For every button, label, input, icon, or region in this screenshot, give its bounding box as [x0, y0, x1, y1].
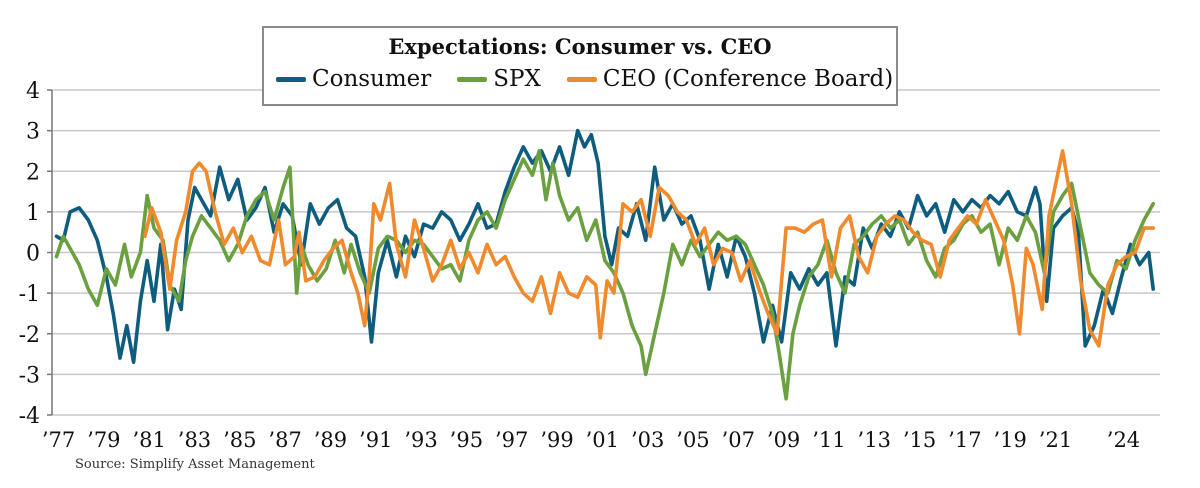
x-tick-label-12: ’01: [586, 428, 619, 452]
legend-label-consumer: Consumer: [312, 66, 432, 92]
x-tick-label-0: ’77: [42, 428, 75, 452]
x-tick-label-19: ’15: [903, 428, 936, 452]
y-tick-label-8: -4: [19, 404, 40, 429]
x-tick-label-22: ’21: [1039, 428, 1072, 452]
x-tick-label-3: ’83: [178, 428, 211, 452]
series-line-ceo: [143, 149, 1155, 348]
x-tick-label-13: ’03: [631, 428, 664, 452]
source-note: Source: Simplify Asset Management: [75, 457, 315, 472]
x-tick-label-18: ’13: [858, 428, 891, 452]
legend-item-spx: SPX: [457, 66, 541, 92]
y-tick-label-0: 4: [26, 79, 40, 104]
x-tick-label-9: ’95: [450, 428, 483, 452]
legend-label-ceo: CEO (Conference Board): [602, 66, 894, 92]
series-line-spx: [54, 149, 1155, 401]
x-tick-label-2: ’81: [132, 428, 165, 452]
x-tick-labels: ’77 ’79 ’81 ’83 ’85 ’87 ’89 ’91 ’93 ’95 ’97 ’99 ’01 ’…: [42, 428, 1140, 452]
gridlines: [52, 89, 1160, 416]
legend-item-consumer: Consumer: [276, 66, 431, 92]
legend-swatch-spx: [457, 76, 488, 82]
legend-swatch-consumer: [276, 76, 306, 82]
x-tick-label-23: ’24: [1107, 428, 1140, 452]
x-tick-label-6: ’89: [314, 428, 347, 452]
x-tick-label-15: ’07: [722, 428, 755, 452]
x-tick-label-21: ’19: [993, 428, 1026, 452]
y-tick-label-1: 3: [26, 120, 40, 145]
x-tick-label-5: ’87: [268, 428, 301, 452]
series-lines: [54, 128, 1155, 401]
chart-title: Expectations: Consumer vs. CEO: [388, 34, 772, 59]
legend-swatch-ceo: [566, 76, 597, 82]
legend-entries: Consumer SPX CEO (Conference Board): [276, 66, 893, 92]
x-tick-label-1: ’79: [87, 428, 120, 452]
series-line-consumer: [54, 128, 1155, 365]
axes: [47, 89, 53, 416]
x-tick-label-17: ’11: [812, 428, 845, 452]
x-tick-label-8: ’93: [404, 428, 437, 452]
y-tick-label-3: 1: [26, 201, 40, 226]
y-tick-label-2: 2: [26, 160, 40, 185]
x-tick-label-14: ’05: [676, 428, 709, 452]
x-tick-label-10: ’97: [495, 428, 528, 452]
x-tick-label-20: ’17: [948, 428, 981, 452]
legend-label-spx: SPX: [493, 66, 541, 92]
y-tick-label-7: -3: [19, 363, 40, 388]
x-tick-label-11: ’99: [540, 428, 573, 452]
x-tick-label-4: ’85: [223, 428, 256, 452]
y-tick-labels: 4 3 2 1 0 -1 -2 -3 -4: [19, 79, 40, 429]
x-tick-label-16: ’09: [767, 428, 800, 452]
y-tick-label-5: -1: [19, 282, 40, 307]
y-tick-label-4: 0: [26, 242, 40, 267]
legend-item-ceo: CEO (Conference Board): [566, 66, 894, 92]
x-tick-label-7: ’91: [359, 428, 392, 452]
y-tick-label-6: -2: [19, 323, 40, 348]
legend: Expectations: Consumer vs. CEO Consumer …: [262, 26, 898, 106]
